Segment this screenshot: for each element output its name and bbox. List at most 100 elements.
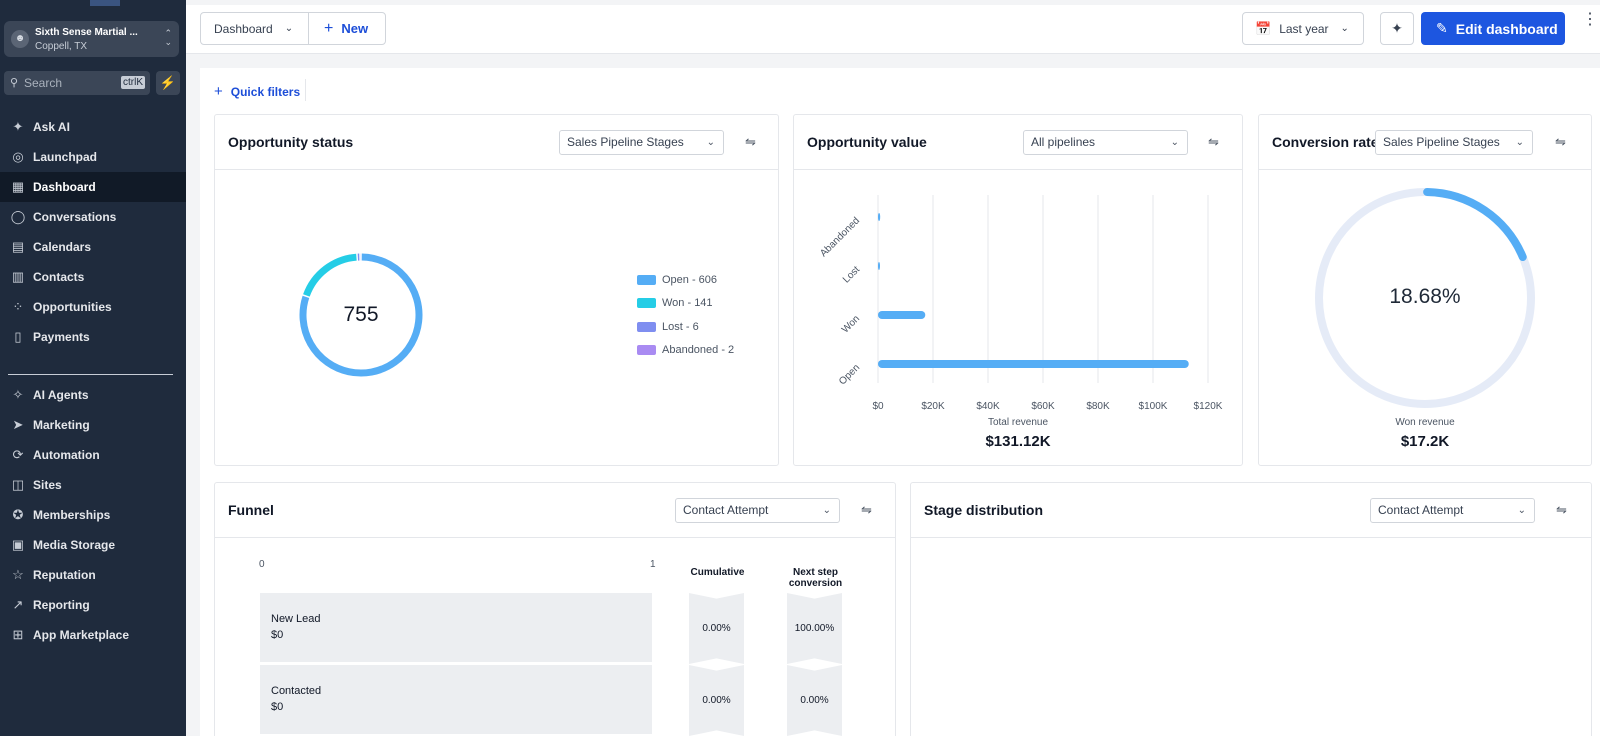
legend-swatch [637, 345, 656, 356]
search-shortcut: ctrlK [121, 76, 145, 89]
gauge-progress-arc [1423, 188, 1527, 262]
date-range-button[interactable]: 📅 Last year ⌄ [1242, 12, 1364, 45]
ai-agents-icon: ✧ [12, 387, 24, 402]
sidebar-item-conversations[interactable]: ◯ Conversations [0, 202, 186, 232]
card-header-divider [911, 537, 1591, 538]
sidebar-item-opportunities[interactable]: ⁘ Opportunities [0, 292, 186, 322]
funnel-stage-bar: Contacted $0 [260, 665, 652, 734]
x-tick-label: $0 [872, 401, 884, 412]
settings-sliders-icon[interactable]: ⇋ [861, 502, 872, 517]
conversion-gauge [1315, 188, 1535, 408]
bar-won [878, 311, 926, 319]
card-header-divider [215, 537, 895, 538]
rocket-icon: ◎ [12, 149, 24, 164]
funnel-stage-value: $0 [271, 629, 284, 641]
account-switcher[interactable]: ☻ Sixth Sense Martial ... Coppell, TX ⌃ ⌄ [4, 21, 179, 57]
sidebar-item-label: Automation [33, 448, 100, 462]
plus-icon: + [324, 19, 334, 37]
legend-item: Open - 606 [637, 268, 734, 292]
opportunity-value-bar-chart: $0 $20K $40K $60K $80K $100K $120K Abandoned Los… [818, 195, 1223, 412]
funnel-stage-bar: New Lead $0 [260, 593, 652, 662]
bar-abandoned [878, 213, 881, 221]
sidebar-item-memberships[interactable]: ✪ Memberships [0, 500, 186, 530]
search-input[interactable] [24, 74, 114, 92]
sidebar-item-reputation[interactable]: ☆ Reputation [0, 560, 186, 590]
sidebar-item-automation[interactable]: ⟳ Automation [0, 440, 186, 470]
sidebar-item-launchpad[interactable]: ◎ Launchpad [0, 142, 186, 172]
dashboard-button-group: Dashboard ⌄ + New [200, 12, 386, 45]
trend-icon: ↗ [12, 597, 24, 612]
bar-open [878, 360, 1189, 368]
settings-sliders-icon[interactable]: ⇋ [745, 134, 756, 149]
next-step-header: Next step conversion [788, 567, 843, 589]
chevron-down-icon: ⌄ [706, 137, 715, 148]
receipt-icon: ▯ [14, 329, 22, 344]
sparkle-icon: ✦ [1391, 20, 1403, 36]
image-icon: ▣ [11, 537, 25, 552]
dashboard-content: + Quick filters Opportunity status Sales… [200, 68, 1600, 736]
next-step-cell: 100.00% [787, 593, 842, 664]
sidebar-item-app-marketplace[interactable]: ⊞ App Marketplace [0, 620, 186, 650]
more-options-icon[interactable]: ⋮ [1582, 11, 1598, 28]
settings-sliders-icon[interactable]: ⇋ [1208, 134, 1219, 149]
sidebar-item-media-storage[interactable]: ▣ Media Storage [0, 530, 186, 560]
quick-action-bolt-icon[interactable]: ⚡ [156, 71, 180, 95]
sidebar: ☻ Sixth Sense Martial ... Coppell, TX ⌃ ⌄… [0, 0, 186, 736]
legend-label: Won - 141 [662, 297, 713, 310]
pipelines-dropdown[interactable]: All pipelines ⌄ [1023, 130, 1188, 155]
search-icon: ⚲ [10, 77, 19, 89]
legend-swatch [637, 321, 656, 332]
funnel-percent: 0.00% [800, 695, 829, 706]
sidebar-item-label: Contacts [33, 270, 85, 284]
total-revenue-value: $131.12K [985, 433, 1051, 450]
sidebar-item-label: Sites [33, 478, 62, 492]
automation-icon: ⟳ [12, 447, 24, 462]
sidebar-item-marketing[interactable]: ➤ Marketing [0, 410, 186, 440]
opportunity-value-card: Opportunity value All pipelines ⌄ ⇋ $0 $2… [793, 114, 1243, 466]
dropdown-value: Contact Attempt [1378, 503, 1464, 517]
edit-dashboard-button[interactable]: ✎ Edit dashboard [1421, 12, 1565, 45]
chevron-down-icon: ⌄ [822, 505, 831, 516]
conversion-pipeline-dropdown[interactable]: Sales Pipeline Stages ⌄ [1375, 130, 1533, 155]
settings-sliders-icon[interactable]: ⇋ [1555, 134, 1566, 149]
x-tick-label: $40K [976, 401, 1000, 412]
pipeline-dropdown[interactable]: Sales Pipeline Stages ⌄ [559, 130, 724, 155]
total-revenue-caption: Total revenue [987, 417, 1049, 428]
card-title: Funnel [228, 502, 274, 518]
donut-slice [303, 253, 357, 297]
card-header-divider [1259, 169, 1591, 170]
chat-icon: ◯ [10, 209, 26, 224]
sidebar-item-ai-agents[interactable]: ✧ AI Agents [0, 380, 186, 410]
chevron-down-icon: ⌄ [284, 23, 294, 34]
funnel-card: Funnel Contact Attempt ⌄ ⇋ 0 1 Cumulativ… [214, 482, 896, 736]
quick-filters-button[interactable]: + Quick filters [214, 83, 300, 100]
sidebar-item-label: App Marketplace [33, 628, 130, 642]
stage-distribution-dropdown[interactable]: Contact Attempt ⌄ [1370, 498, 1535, 523]
ai-sparkle-button[interactable]: ✦ [1380, 12, 1414, 45]
funnel-stage-name: Contacted [271, 685, 322, 697]
dropdown-value: All pipelines [1031, 135, 1096, 149]
sidebar-item-payments[interactable]: ▯ Payments [0, 322, 186, 352]
sidebar-item-reporting[interactable]: ↗ Reporting [0, 590, 186, 620]
funnel-percent: 0.00% [702, 623, 731, 634]
funnel-stage-dropdown[interactable]: Contact Attempt ⌄ [675, 498, 840, 523]
apps-icon: ⊞ [12, 627, 24, 642]
sidebar-item-contacts[interactable]: ▥ Contacts [0, 262, 186, 292]
chevron-updown-icon: ⌃ ⌄ [164, 28, 172, 47]
dashboard-select-button[interactable]: Dashboard ⌄ [201, 13, 309, 44]
sidebar-item-label: Reputation [33, 568, 96, 582]
card-header-divider [794, 169, 1242, 170]
sidebar-item-dashboard[interactable]: ▦ Dashboard [0, 172, 186, 202]
card-title: Opportunity value [807, 134, 927, 150]
calendar-icon: 📅 [1255, 20, 1272, 36]
top-toolbar: Dashboard ⌄ + New 📅 Last year ⌄ ✦ ✎ Edit… [186, 0, 1600, 54]
sidebar-item-sites[interactable]: ◫ Sites [0, 470, 186, 500]
new-button[interactable]: + New [309, 13, 385, 44]
sidebar-item-ask-ai[interactable]: ✦ Ask AI [0, 112, 186, 142]
sidebar-item-calendars[interactable]: ▤ Calendars [0, 232, 186, 262]
sidebar-item-label: Calendars [33, 240, 92, 254]
dropdown-value: Contact Attempt [683, 503, 769, 517]
search-box: ⚲ ctrlK [4, 71, 150, 95]
settings-sliders-icon[interactable]: ⇋ [1556, 502, 1567, 517]
send-icon: ➤ [12, 417, 24, 432]
